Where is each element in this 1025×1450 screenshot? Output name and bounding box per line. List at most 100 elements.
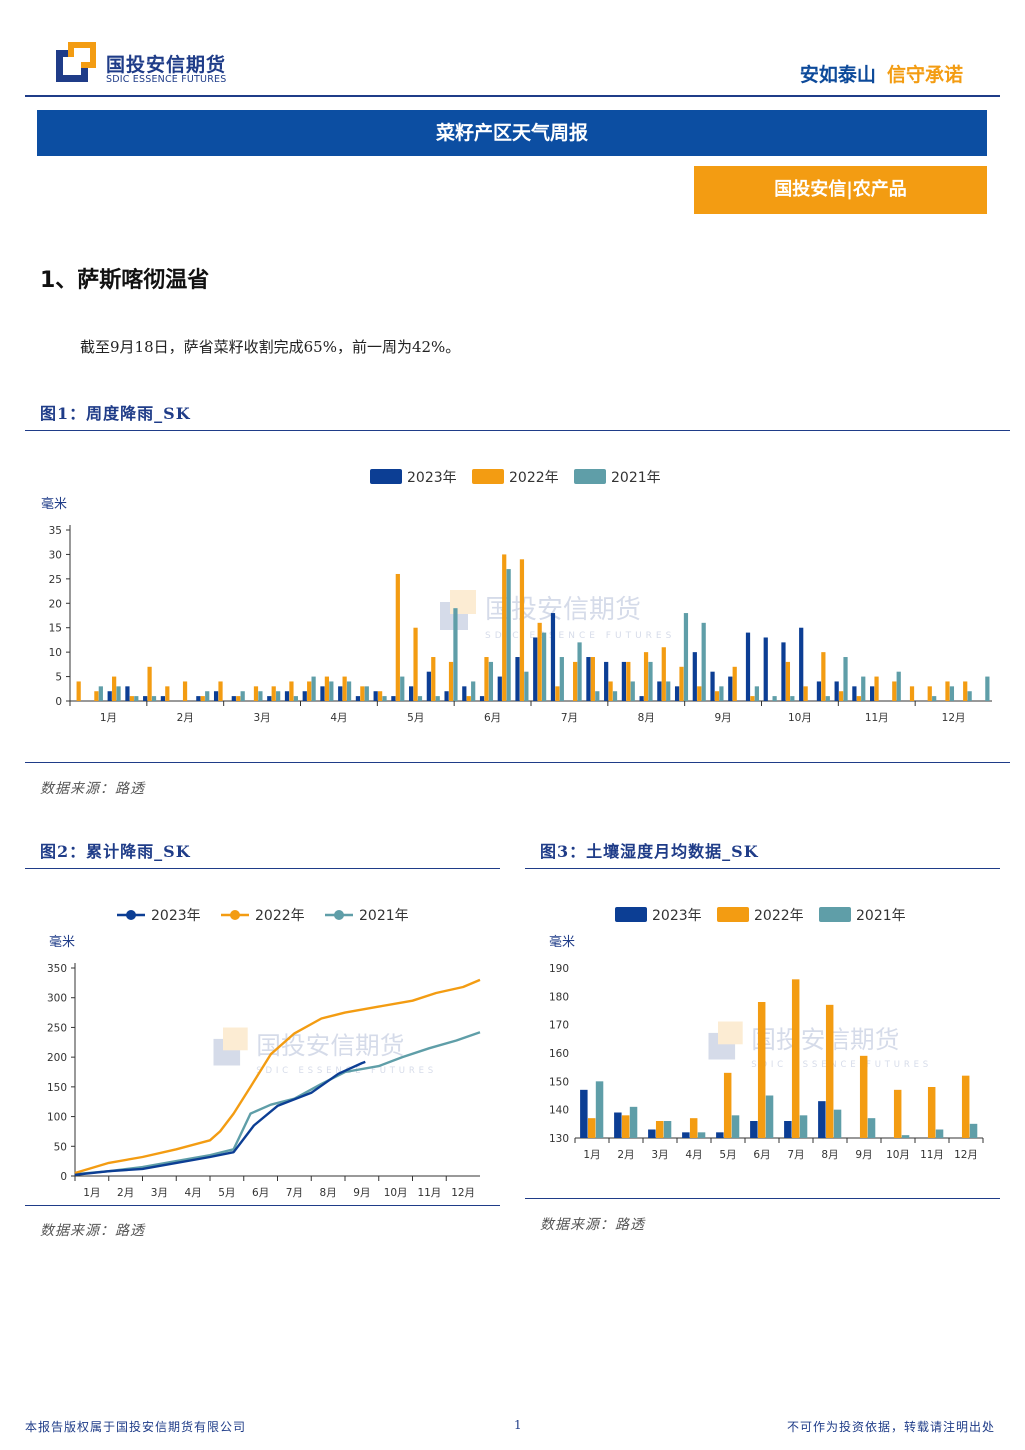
bar-1-7 [825, 1004, 834, 1138]
x-tick-label: 10月 [788, 712, 812, 724]
bar-2-10 [935, 1129, 944, 1138]
bar-1-27 [555, 686, 560, 701]
x-tick-label: 3月 [651, 1149, 668, 1161]
watermark-text-cn: 国投安信期货 [485, 595, 641, 625]
bar-1-18 [395, 573, 400, 701]
bar-0-26 [533, 637, 538, 701]
x-tick-label: 7月 [286, 1187, 303, 1199]
bar-2-28 [577, 642, 582, 701]
bar-0-30 [604, 661, 609, 701]
bar-0-3 [682, 1132, 690, 1138]
legend-marker-1 [230, 910, 240, 920]
figure2-top-rule [25, 868, 500, 869]
bar-2-35 [701, 622, 706, 701]
y-tick-label: 20 [49, 598, 62, 610]
y-axis-unit: 毫米 [49, 934, 75, 950]
bar-1-38 [750, 696, 755, 701]
legend-label-0: 2023年 [407, 470, 457, 486]
bar-2-31 [630, 681, 635, 701]
y-tick-label: 5 [55, 672, 62, 684]
y-tick-label: 190 [549, 963, 569, 975]
bar-2-25 [524, 671, 529, 701]
bar-1-6 [182, 681, 188, 701]
y-tick-label: 200 [47, 1052, 67, 1064]
y-tick-label: 300 [47, 993, 67, 1005]
legend-label-0: 2023年 [652, 908, 702, 924]
bar-1-11 [961, 1075, 970, 1138]
x-tick-label: 9月 [855, 1149, 872, 1161]
bar-0-14 [320, 686, 325, 701]
bar-2-7 [833, 1109, 842, 1138]
x-tick-label: 6月 [753, 1149, 770, 1161]
legend-label-1: 2022年 [255, 908, 305, 924]
figure2-source: 数据来源：路透 [40, 1223, 145, 1239]
bar-0-19 [409, 686, 414, 701]
bar-0-23 [479, 696, 485, 701]
figure1-title: 图1：周度降雨_SK [40, 404, 191, 423]
x-tick-label: 2月 [177, 712, 194, 724]
bar-1-0 [76, 681, 81, 701]
bar-0-41 [799, 627, 804, 701]
bar-2-51 [985, 676, 990, 701]
bar-0-33 [657, 681, 662, 701]
bar-2-29 [595, 691, 600, 701]
bar-2-9 [901, 1135, 910, 1138]
bar-1-11 [271, 686, 276, 701]
logo-mark-icon [56, 42, 96, 82]
bar-1-45 [874, 676, 879, 701]
watermark-logo-icon [213, 1038, 241, 1066]
bar-1-42 [821, 652, 826, 701]
legend-swatch-0 [615, 907, 647, 922]
bar-0-42 [816, 681, 822, 701]
bar-2-26 [541, 632, 547, 701]
legend-label-2: 2021年 [856, 908, 906, 924]
bar-2-1 [98, 686, 103, 701]
bar-2-20 [435, 696, 440, 701]
bar-2-49 [949, 686, 955, 701]
bar-0-15 [338, 686, 343, 701]
bar-2-21 [453, 608, 458, 701]
bar-0-38 [745, 632, 751, 701]
bar-0-39 [763, 637, 768, 701]
bar-0-12 [284, 691, 290, 701]
bar-0-44 [852, 686, 857, 701]
y-tick-label: 150 [47, 1082, 67, 1094]
bar-2-4 [151, 696, 157, 701]
bar-2-16 [364, 686, 369, 701]
bar-1-2 [112, 676, 117, 701]
x-tick-label: 1月 [83, 1187, 100, 1199]
bar-1-9 [236, 696, 241, 701]
bar-2-11 [276, 691, 281, 701]
company-logo [52, 42, 100, 84]
bar-0-2 [107, 691, 112, 701]
bar-1-1 [94, 691, 99, 701]
y-tick-label: 10 [49, 647, 62, 659]
x-tick-label: 1月 [583, 1149, 600, 1161]
x-tick-label: 5月 [218, 1187, 235, 1199]
y-tick-label: 50 [54, 1141, 67, 1153]
bar-2-48 [932, 696, 937, 701]
y-tick-label: 100 [47, 1112, 67, 1124]
bar-0-45 [870, 686, 875, 701]
bar-0-6 [784, 1121, 792, 1138]
series-line-0 [74, 1060, 366, 1176]
bar-1-37 [732, 666, 737, 701]
x-tick-label: 2月 [117, 1187, 134, 1199]
bar-2-23 [488, 661, 494, 701]
bar-0-11 [267, 696, 272, 701]
legend-swatch-0 [370, 469, 402, 484]
bar-0-21 [444, 691, 449, 701]
bar-2-40 [790, 696, 795, 701]
y-tick-label: 170 [549, 1020, 569, 1032]
bar-1-7 [200, 696, 205, 701]
bar-2-10 [258, 691, 263, 701]
bar-0-7 [196, 696, 201, 701]
figure3-title: 图3：土壤湿度月均数据_SK [540, 842, 759, 861]
bar-2-19 [417, 696, 423, 701]
bar-2-15 [346, 681, 352, 701]
bar-2-46 [896, 671, 901, 701]
bar-0-35 [692, 652, 697, 701]
bar-1-22 [466, 696, 471, 701]
bar-1-2 [655, 1121, 664, 1138]
